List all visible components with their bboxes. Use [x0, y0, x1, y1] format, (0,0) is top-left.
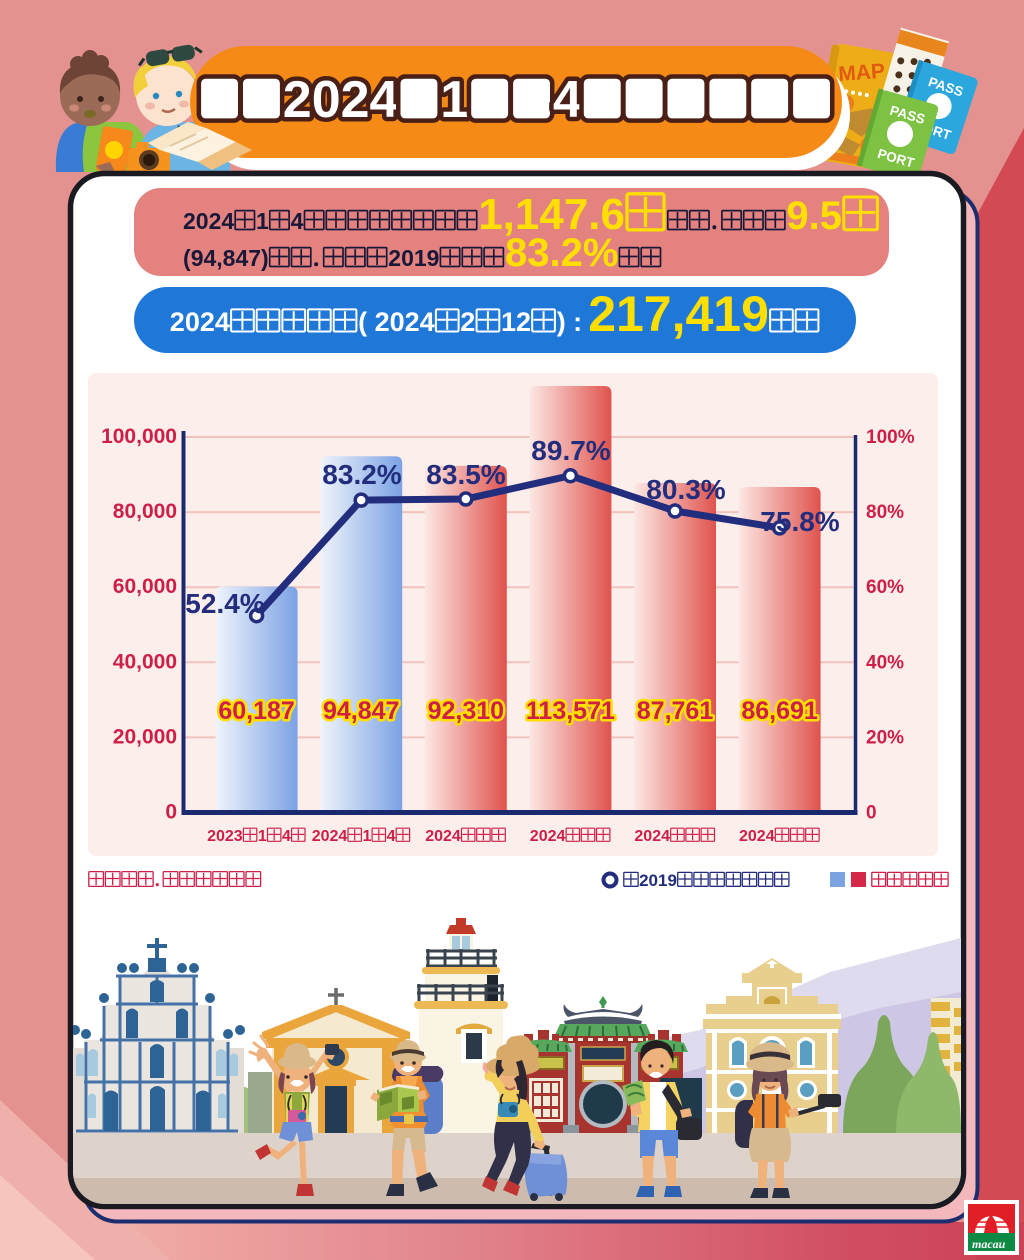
svg-text:60,187: 60,187 — [218, 697, 294, 725]
svg-text:100,000: 100,000 — [101, 425, 177, 448]
svg-text:20%: 20% — [866, 727, 904, 748]
svg-text:80,000: 80,000 — [113, 500, 177, 523]
svg-text:2019: 2019 — [639, 871, 677, 890]
svg-text:(: ( — [358, 307, 367, 337]
svg-text:1: 1 — [440, 71, 469, 129]
svg-text:0: 0 — [165, 801, 177, 824]
svg-text:2: 2 — [460, 307, 475, 337]
svg-text:(: ( — [183, 245, 191, 271]
svg-text:1: 1 — [363, 828, 372, 845]
svg-text:2024: 2024 — [634, 828, 670, 845]
svg-text:86,691: 86,691 — [741, 697, 818, 725]
svg-text:4: 4 — [553, 71, 582, 129]
svg-text:87,761: 87,761 — [637, 697, 714, 725]
svg-text:217,419: 217,419 — [588, 286, 769, 342]
svg-text:20,000: 20,000 — [113, 725, 177, 748]
svg-text:2024: 2024 — [183, 208, 234, 234]
svg-text:60,000: 60,000 — [113, 575, 177, 598]
svg-text:2024: 2024 — [375, 307, 435, 337]
svg-text:2019: 2019 — [388, 245, 439, 271]
svg-text:113,571: 113,571 — [526, 697, 615, 725]
svg-text:9.5: 9.5 — [786, 194, 842, 238]
svg-text:52.4%: 52.4% — [185, 588, 264, 619]
svg-text:83.2%: 83.2% — [505, 231, 618, 275]
svg-text:2024: 2024 — [739, 828, 775, 845]
svg-text:1: 1 — [256, 208, 269, 234]
svg-text:0: 0 — [866, 803, 877, 824]
svg-text:4: 4 — [282, 828, 291, 845]
svg-text:60%: 60% — [866, 577, 904, 598]
svg-text:94,847: 94,847 — [323, 697, 399, 725]
svg-text:80%: 80% — [866, 502, 904, 523]
svg-text:2024: 2024 — [425, 828, 461, 845]
svg-text:) :: ) : — [557, 307, 582, 337]
svg-text:92,310: 92,310 — [428, 697, 504, 725]
svg-text:1: 1 — [258, 828, 267, 845]
svg-text:89.7%: 89.7% — [531, 435, 610, 466]
svg-text:4: 4 — [387, 828, 396, 845]
svg-text:2024: 2024 — [170, 307, 230, 337]
svg-text:80.3%: 80.3% — [646, 474, 725, 505]
svg-text:4: 4 — [291, 208, 304, 234]
svg-text:12: 12 — [501, 307, 531, 337]
svg-text:): ) — [261, 245, 269, 271]
svg-text:2023: 2023 — [207, 828, 243, 845]
svg-text:1,147.6: 1,147.6 — [478, 190, 625, 239]
svg-text:94,847: 94,847 — [191, 245, 261, 271]
svg-text:2024: 2024 — [312, 828, 348, 845]
svg-text:83.5%: 83.5% — [426, 459, 505, 490]
svg-text:40,000: 40,000 — [113, 650, 177, 673]
svg-text:MAP: MAP — [838, 60, 886, 86]
svg-text:100%: 100% — [866, 427, 915, 448]
svg-text:2024: 2024 — [530, 828, 566, 845]
svg-text:75.8%: 75.8% — [760, 506, 839, 537]
svg-text:macau: macau — [972, 1237, 1006, 1251]
svg-text:40%: 40% — [866, 652, 904, 673]
svg-text:83.2%: 83.2% — [322, 459, 401, 490]
svg-text:2024: 2024 — [283, 71, 399, 129]
